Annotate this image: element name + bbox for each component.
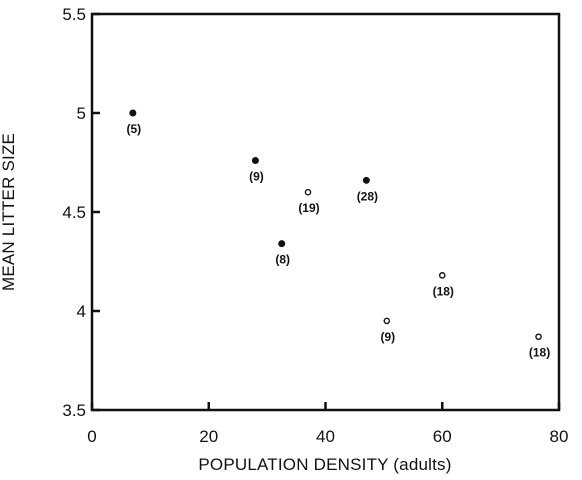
x-tick-label: 40 <box>316 427 335 446</box>
x-tick-label: 20 <box>199 427 218 446</box>
filled-data-point <box>251 157 259 165</box>
y-tick-label: 5.5 <box>62 5 86 24</box>
x-tick-label: 60 <box>433 427 452 446</box>
open-data-point <box>535 333 542 341</box>
point-sample-size-label: (19) <box>298 201 319 215</box>
open-data-point <box>304 188 312 196</box>
open-data-point <box>383 317 391 325</box>
point-sample-size-label: (9) <box>249 170 264 184</box>
point-sample-size-label: (28) <box>357 189 378 203</box>
point-sample-size-label: (9) <box>380 330 395 344</box>
data-points: (5) (9) (8) (28) (19) (9) (18) (18) <box>127 109 550 360</box>
point-sample-size-label: (5) <box>127 122 142 136</box>
y-tick-label: 5 <box>77 104 86 123</box>
y-tick-label: 3.5 <box>62 401 86 420</box>
x-tick-label: 0 <box>87 427 96 446</box>
point-sample-size-label: (18) <box>433 284 454 298</box>
filled-data-point <box>362 176 370 184</box>
x-tick-label: 80 <box>550 427 569 446</box>
point-sample-size-label: (8) <box>275 253 290 267</box>
open-data-point <box>438 272 446 279</box>
y-tick-label: 4.5 <box>62 203 86 222</box>
y-tick-label: 4 <box>77 302 86 321</box>
y-axis-title: MEAN LITTER SIZE <box>0 133 18 291</box>
filled-data-point <box>278 240 286 248</box>
filled-data-point <box>129 109 137 117</box>
x-axis: 0 20 40 60 80 <box>87 402 568 446</box>
point-sample-size-label: (18) <box>529 346 550 360</box>
y-axis: 3.5 4 4.5 5 5.5 <box>62 5 100 420</box>
x-axis-title: POPULATION DENSITY (adults) <box>198 455 451 474</box>
plot-frame <box>90 12 561 412</box>
